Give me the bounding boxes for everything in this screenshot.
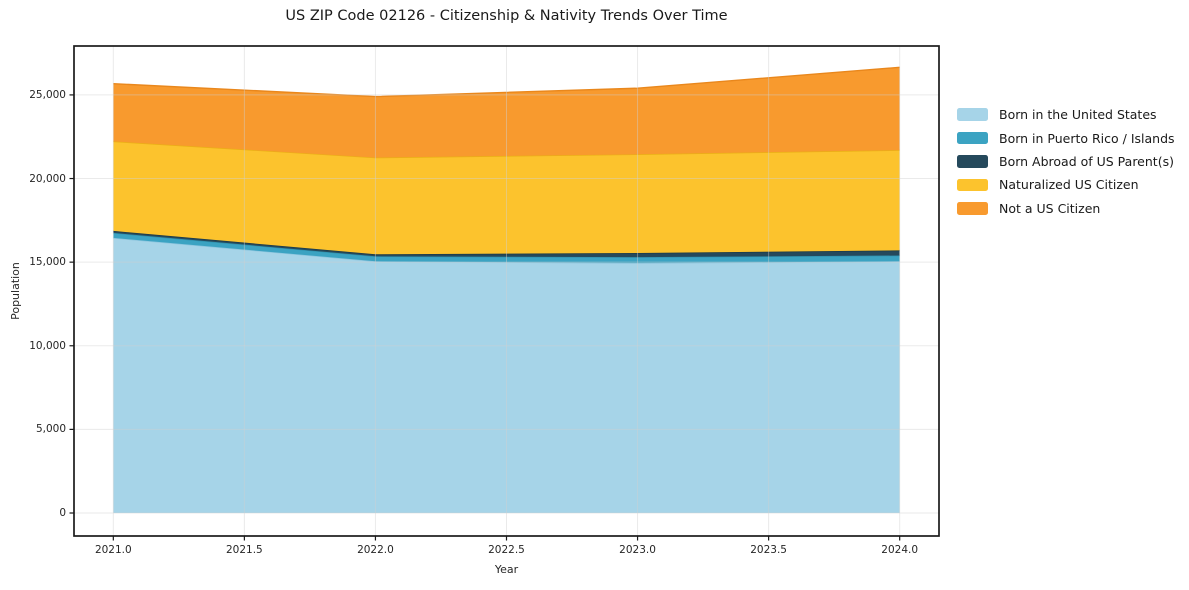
legend-swatch-icon [957,131,988,145]
legend-item-not-a-us-citizen: Not a US Citizen [957,197,1175,220]
x-tick-label: 2023.0 [619,544,656,556]
gridlines [74,46,939,536]
legend-swatch-icon [957,155,988,168]
y-tick-label: 5,000 [35,423,66,436]
legend-label: Born in the United States [999,107,1157,123]
chart-title: US ZIP Code 02126 - Citizenship & Nativi… [285,8,728,24]
legend-label: Born in Puerto Rico / Islands [999,130,1175,146]
legend-item-born-in-the-united-states: Born in the United States [957,103,1175,126]
legend-swatch-icon [957,108,988,121]
x-tick-label: 2022.5 [488,544,525,556]
legend-item-born-in-puerto-rico-islands: Born in Puerto Rico / Islands [957,126,1175,149]
x-tick-label: 2021.0 [94,544,132,556]
y-tick-label: 15,000 [29,256,66,269]
x-tick-label: 2022.0 [357,544,394,556]
area-born-in-the-united-states [113,237,900,513]
x-tick-label: 2024.0 [881,544,919,556]
y-tick-label: 20,000 [29,172,66,185]
area-naturalized-us-citizen [113,141,900,255]
legend-swatch-icon [957,178,988,192]
tick-marks [69,94,901,541]
y-axis-label: Population [9,262,22,320]
legend-swatch-icon [957,202,988,215]
y-tick-label: 25,000 [29,88,66,101]
x-tick-label: 2021.5 [226,544,263,556]
area-born-abroad-of-us-parent-s [113,230,900,258]
x-axis-label: Year [494,563,519,576]
edge-not-a-us-citizen [113,66,900,98]
legend-label: Not a US Citizen [999,200,1101,216]
legend-label: Born Abroad of US Parent(s) [999,153,1174,169]
y-tick-label: 0 [59,507,66,519]
legend-label: Naturalized US Citizen [999,177,1139,193]
y-tick-label: 10,000 [29,339,66,352]
legend-item-naturalized-us-citizen: Naturalized US Citizen [957,173,1175,196]
area-not-a-us-citizen [113,67,900,158]
x-tick-label: 2023.5 [750,544,787,556]
legend-item-born-abroad-of-us-parent-s: Born Abroad of US Parent(s) [957,150,1175,173]
legend: Born in the United States Born in Puerto … [957,103,1175,220]
